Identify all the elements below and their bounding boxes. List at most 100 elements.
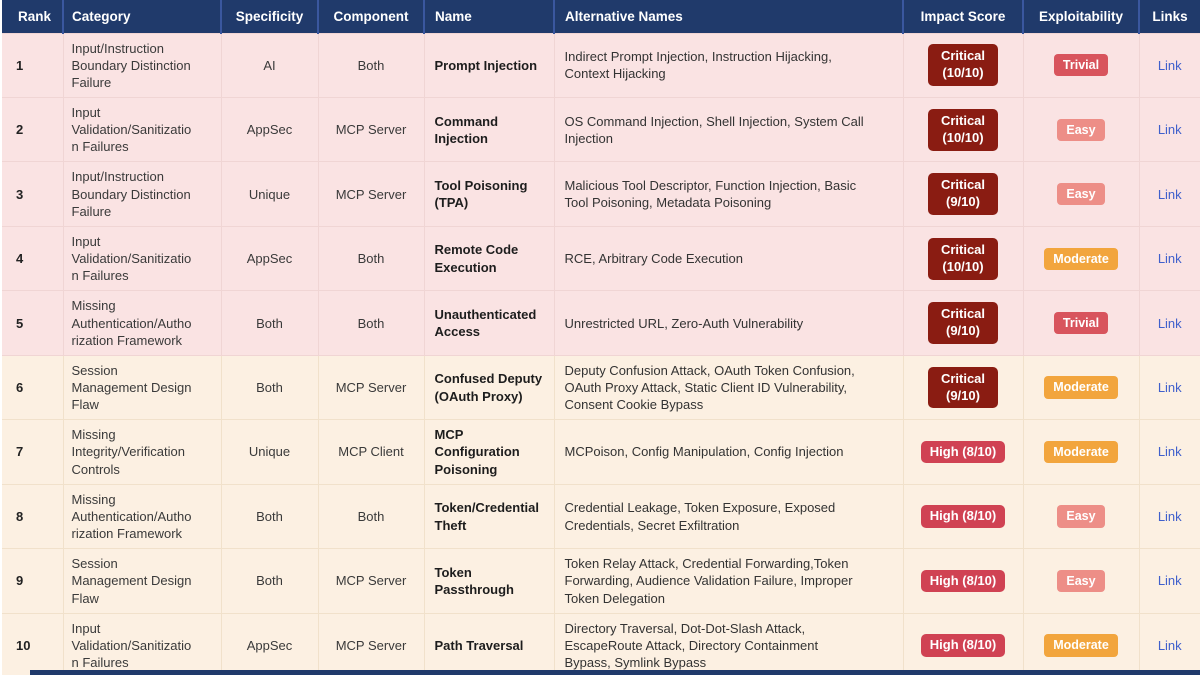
alternative-names-cell: OS Command Injection, Shell Injection, S… [553, 96, 904, 163]
table-row: 2 Input Validation/Sanitization Failures A… [2, 96, 1200, 163]
table-row: 9 Session Management Design Flaw Both MCP S… [2, 548, 1200, 614]
table-row: 8 Missing Authentication/Authorization Fr… [2, 483, 1200, 550]
row-link[interactable]: Link [1157, 573, 1182, 589]
exploitability-cell: Easy [1022, 96, 1140, 163]
specificity-cell: AppSec [220, 612, 319, 675]
alternative-names-cell: MCPoison, Config Manipulation, Config In… [553, 419, 904, 485]
category-cell: Input/Instruction Boundary Distinction F… [62, 32, 222, 98]
cell-text: Remote Code Execution [434, 242, 519, 275]
cell-text: Input/Instruction Boundary Distinction F… [71, 40, 191, 90]
cell-text: Session Management Design Flaw [71, 556, 192, 606]
row-link[interactable]: Link [1157, 251, 1182, 267]
row-link[interactable]: Link [1157, 315, 1182, 331]
impact-score-badge: Critical (9/10) [927, 302, 999, 344]
vulnerability-name-cell: Token Passthrough [423, 548, 555, 614]
cell-text: Missing Authentication/Authorization Fra… [71, 298, 192, 348]
links-cell: Link [1138, 612, 1200, 675]
component-cell: Both [317, 32, 425, 98]
table-row: 7 Missing Integrity/Verification Controls… [2, 419, 1200, 485]
cell-text: Confused Deputy (OAuth Proxy) [434, 371, 543, 404]
alternative-names-cell: Indirect Prompt Injection, Instruction H… [553, 32, 904, 98]
exploitability-cell: Easy [1022, 548, 1140, 614]
exploitability-cell: Moderate [1022, 225, 1140, 292]
category-cell: Input/Instruction Boundary Distinction F… [62, 161, 222, 227]
exploitability-cell: Moderate [1022, 354, 1140, 421]
vulnerability-name-cell: Unauthenticated Access [423, 290, 555, 356]
cell-text: Prompt Injection [434, 57, 538, 73]
impact-score-badge: Critical (9/10) [927, 366, 999, 409]
links-cell: Link [1138, 548, 1200, 614]
category-cell: Missing Integrity/Verification Controls [62, 419, 222, 485]
category-cell: Input Validation/Sanitization Failures [62, 96, 222, 163]
impact-score-cell: Critical (9/10) [902, 161, 1024, 227]
cell-text: Missing Authentication/Authorization Fra… [71, 491, 192, 542]
rank-cell: 3 [2, 161, 64, 227]
cell-text: MCPoison, Config Manipulation, Config In… [564, 444, 844, 460]
cell-text: Directory Traversal, Dot-Dot-Slash Attac… [564, 620, 819, 671]
table-header-row: Rank Category Specificity Component Name Alte… [2, 0, 1200, 33]
alternative-names-cell: Token Relay Attack, Credential Forwardin… [553, 548, 904, 614]
alternative-names-cell: Malicious Tool Descriptor, Function Inje… [553, 161, 904, 227]
exploitability-badge: Moderate [1044, 440, 1118, 464]
column-header-rank: Rank [2, 0, 64, 33]
rank-cell: 2 [2, 96, 64, 163]
table-row: 1 Input/Instruction Boundary Distinction … [2, 32, 1200, 98]
exploitability-badge: Moderate [1044, 634, 1118, 657]
specificity-cell: Both [220, 290, 319, 356]
row-link[interactable]: Link [1157, 508, 1182, 524]
cell-text: Credential Leakage, Token Exposure, Expo… [564, 500, 836, 533]
cell-text: Token Passthrough [434, 564, 514, 597]
impact-score-cell: High (8/10) [902, 483, 1024, 550]
component-cell: Both [317, 290, 425, 356]
rank-cell: 7 [2, 419, 64, 485]
column-header-category: Category [63, 0, 222, 33]
exploitability-badge: Moderate [1044, 247, 1118, 270]
alternative-names-cell: RCE, Arbitrary Code Execution [553, 225, 904, 292]
rank-cell: 5 [2, 290, 64, 356]
exploitability-cell: Moderate [1022, 612, 1140, 675]
specificity-cell: AppSec [220, 96, 319, 163]
vulnerability-name-cell: Tool Poisoning (TPA) [423, 161, 555, 227]
cell-text: Path Traversal [434, 637, 524, 653]
cell-text: OS Command Injection, Shell Injection, S… [564, 113, 864, 146]
table-row: 4 Input Validation/Sanitization Failures A… [2, 225, 1200, 292]
impact-score-badge: High (8/10) [920, 505, 1006, 528]
alternative-names-cell: Deputy Confusion Attack, OAuth Token Con… [553, 354, 904, 421]
rank-cell: 8 [2, 483, 64, 550]
component-cell: MCP Server [317, 96, 425, 163]
row-link[interactable]: Link [1157, 444, 1182, 460]
vulnerability-name-cell: Command Injection [423, 96, 555, 163]
row-link[interactable]: Link [1157, 380, 1182, 395]
rank-cell: 9 [2, 548, 64, 614]
column-header-exploit: Exploitability [1023, 0, 1140, 33]
alternative-names-cell: Credential Leakage, Token Exposure, Expo… [553, 483, 904, 550]
links-cell: Link [1138, 32, 1200, 98]
exploitability-cell: Easy [1022, 483, 1140, 550]
exploitability-badge: Easy [1057, 505, 1105, 528]
vulnerability-name-cell: Path Traversal [423, 612, 555, 675]
category-cell: Missing Authentication/Authorization Fra… [62, 483, 222, 550]
table-body: 1 Input/Instruction Boundary Distinction … [2, 32, 1200, 675]
row-link[interactable]: Link [1157, 57, 1182, 73]
vulnerability-name-cell: Confused Deputy (OAuth Proxy) [423, 354, 555, 421]
row-link[interactable]: Link [1157, 186, 1182, 202]
row-link[interactable]: Link [1157, 637, 1182, 653]
category-cell: Input Validation/Sanitization Failures [62, 225, 222, 292]
component-cell: MCP Server [317, 612, 425, 675]
cell-text: Token/Credential Theft [434, 500, 540, 533]
component-cell: MCP Server [317, 354, 425, 421]
links-cell: Link [1138, 96, 1200, 163]
exploitability-badge: Easy [1057, 118, 1105, 141]
cell-text: Tool Poisoning (TPA) [434, 178, 528, 211]
cell-text: Malicious Tool Descriptor, Function Inje… [564, 178, 857, 211]
rank-cell: 1 [2, 32, 64, 98]
vulnerability-name-cell: Remote Code Execution [423, 225, 555, 292]
specificity-cell: Both [220, 354, 319, 421]
row-link[interactable]: Link [1157, 122, 1182, 138]
cell-text: Input Validation/Sanitization Failures [71, 233, 192, 284]
impact-score-cell: Critical (9/10) [902, 290, 1024, 356]
vulnerability-name-cell: Token/Credential Theft [423, 483, 555, 550]
impact-score-cell: Critical (10/10) [902, 96, 1024, 163]
table-row: 5 Missing Authentication/Authorization Fr… [2, 290, 1200, 356]
